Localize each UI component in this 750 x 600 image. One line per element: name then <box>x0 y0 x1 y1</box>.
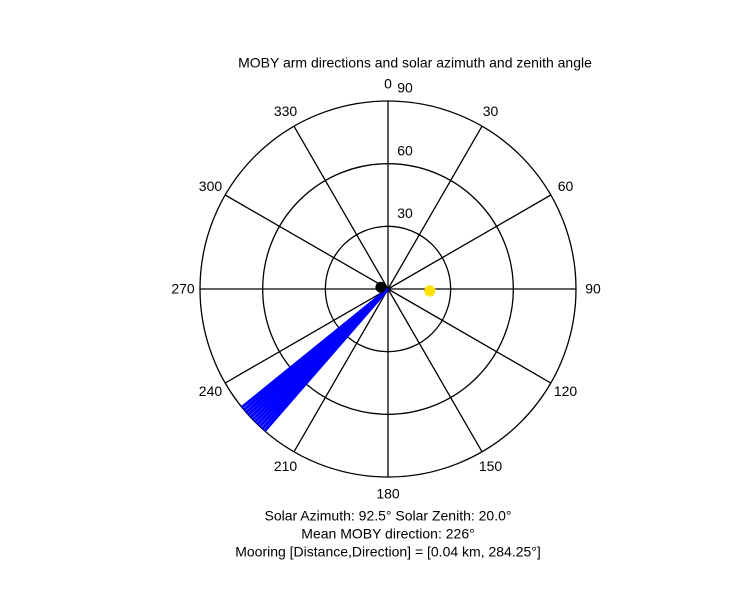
grid-spoke <box>293 288 389 453</box>
theta-tick-label: 150 <box>479 458 503 474</box>
arm-line <box>240 287 389 409</box>
theta-tick-label: 60 <box>558 178 574 194</box>
grid-spoke <box>224 194 389 290</box>
theta-tick-label: 180 <box>376 486 400 502</box>
theta-tick-label: 0 <box>384 76 392 92</box>
grid-spoke <box>224 288 389 384</box>
annotation: Solar Azimuth: 92.5° Solar Zenith: 20.0° <box>265 508 512 524</box>
annotation: Mooring [Distance,Direction] = [0.04 km,… <box>235 544 541 560</box>
grid-spoke <box>293 125 389 290</box>
r-tick-label: 90 <box>397 80 413 96</box>
grid-spoke <box>387 194 552 290</box>
theta-tick-label: 330 <box>274 103 298 119</box>
r-tick-label: 30 <box>397 205 413 221</box>
mooring-marker <box>375 281 387 293</box>
r-tick-label: 60 <box>397 142 413 158</box>
grid-spoke <box>387 288 552 384</box>
theta-tick-label: 300 <box>199 178 223 194</box>
chart-title: MOBY arm directions and solar azimuth an… <box>238 55 592 71</box>
theta-tick-label: 90 <box>585 281 601 297</box>
annotation: Mean MOBY direction: 226° <box>301 526 474 542</box>
grid-spoke <box>387 288 483 453</box>
sun-marker <box>423 284 436 297</box>
theta-tick-label: 120 <box>554 383 578 399</box>
grid-spoke <box>387 125 483 290</box>
theta-tick-label: 210 <box>274 458 298 474</box>
theta-tick-label: 240 <box>199 383 223 399</box>
theta-tick-label: 30 <box>483 103 499 119</box>
theta-tick-label: 270 <box>171 281 195 297</box>
